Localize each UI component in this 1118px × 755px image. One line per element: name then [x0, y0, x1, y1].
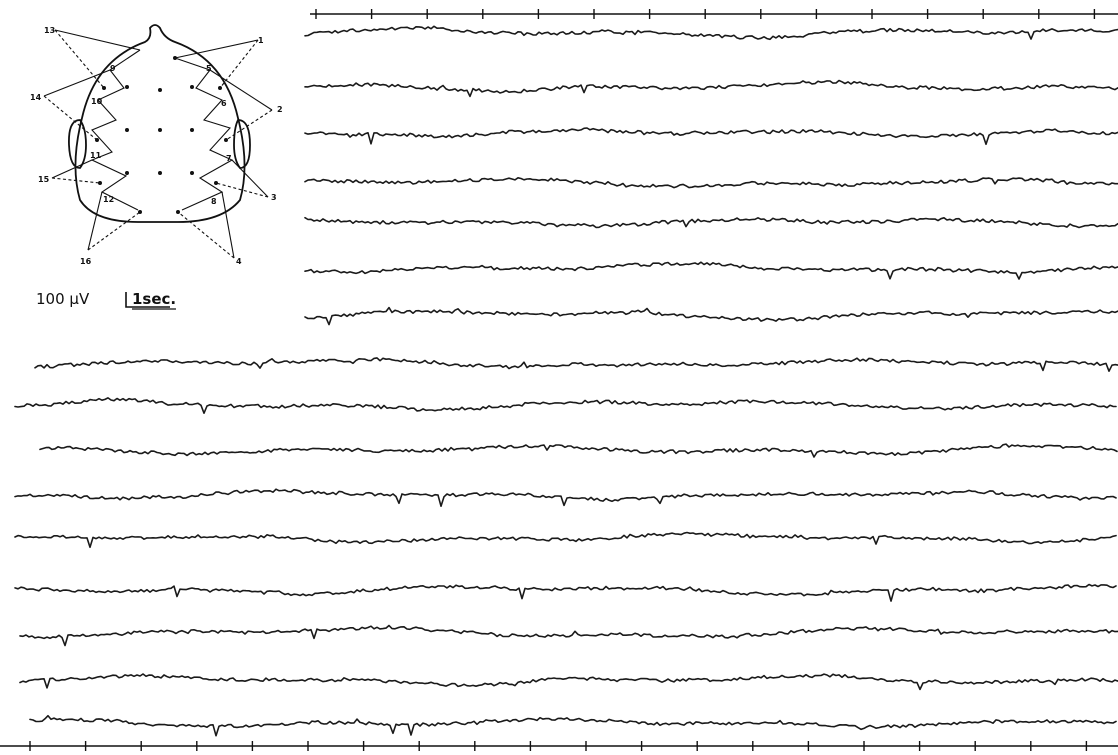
eeg-trace-channel-8	[34, 357, 1118, 372]
left-ear	[68, 119, 87, 169]
eeg-traces	[14, 25, 1118, 737]
eeg-trace-channel-13	[14, 583, 1117, 602]
eeg-trace-channel-11	[14, 488, 1117, 507]
eeg-trace-channel-2	[304, 79, 1118, 98]
montage-number-16: 16	[80, 257, 92, 266]
eeg-trace-channel-15	[19, 673, 1118, 691]
montage-number-2: 2	[277, 105, 283, 114]
eeg-trace-channel-5	[304, 216, 1118, 229]
eeg-trace-channel-10	[39, 443, 1118, 458]
montage-number-8: 8	[211, 197, 217, 206]
montage-number-9: 9	[110, 64, 116, 73]
eeg-trace-channel-9	[14, 397, 1117, 414]
calibration-amplitude: 100 μV	[36, 290, 90, 308]
eeg-trace-channel-6	[304, 261, 1118, 280]
montage-number-1: 1	[258, 36, 264, 45]
top-time-marker	[310, 9, 1118, 19]
montage-number-13: 13	[44, 26, 55, 35]
montage-number-7: 7	[226, 154, 232, 163]
head-outline	[74, 24, 246, 223]
montage-number-4: 4	[236, 257, 242, 266]
montage-number-10: 10	[91, 97, 103, 106]
calibration-marker: 100 μV 1sec.	[36, 290, 176, 310]
calibration-bracket	[125, 292, 170, 308]
electrode-montage-diagram: 1 2 3 4 5 6 7 8 9 10 11 12 13 14 15 16	[30, 24, 283, 266]
montage-number-3: 3	[271, 193, 277, 202]
right-ear	[233, 119, 251, 169]
eeg-trace-channel-7	[304, 306, 1118, 326]
eeg-trace-channel-14	[19, 624, 1118, 647]
montage-number-5: 5	[206, 64, 212, 73]
montage-number-15: 15	[38, 175, 50, 184]
montage-number-12: 12	[103, 195, 114, 204]
calibration-time: 1sec.	[132, 290, 176, 308]
eeg-trace-channel-16	[29, 714, 1117, 737]
electrodes	[95, 56, 228, 214]
bottom-time-marker	[0, 741, 1118, 751]
eeg-trace-channel-3	[304, 127, 1118, 146]
montage-number-14: 14	[30, 93, 42, 102]
montage-number-11: 11	[90, 151, 102, 160]
eeg-trace-channel-12	[14, 531, 1117, 549]
eeg-trace-channel-4	[304, 177, 1118, 189]
montage-number-6: 6	[221, 99, 227, 108]
eeg-trace-channel-1	[304, 25, 1118, 41]
